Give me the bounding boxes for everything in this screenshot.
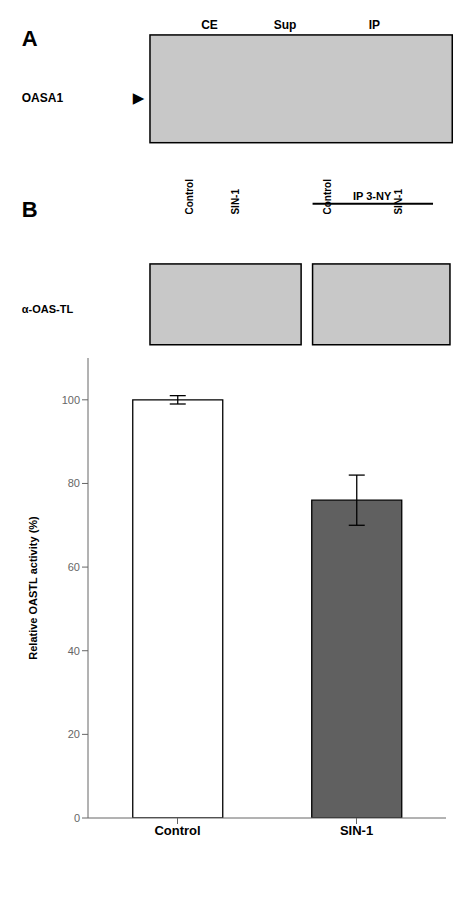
svg-text:Control: Control	[322, 179, 333, 215]
svg-text:B: B	[22, 197, 38, 222]
svg-text:Relative OASTL activity (%): Relative OASTL activity (%)	[27, 516, 39, 660]
svg-text:A: A	[22, 26, 38, 51]
svg-text:α-OAS-TL: α-OAS-TL	[22, 303, 74, 315]
svg-text:40: 40	[68, 645, 80, 657]
svg-text:OASA1: OASA1	[22, 91, 64, 105]
svg-text:80: 80	[68, 477, 80, 489]
svg-text:SIN-1: SIN-1	[230, 189, 241, 215]
svg-text:Sup: Sup	[274, 18, 297, 32]
svg-text:IP: IP	[369, 18, 380, 32]
svg-text:▶: ▶	[133, 89, 145, 106]
svg-text:Control: Control	[184, 179, 195, 215]
svg-text:CE: CE	[201, 18, 218, 32]
svg-text:60: 60	[68, 561, 80, 573]
svg-text:SIN-1: SIN-1	[340, 823, 373, 838]
svg-text:Control: Control	[154, 823, 200, 838]
svg-text:IP 3-NY: IP 3-NY	[353, 190, 392, 202]
svg-text:SIN-1: SIN-1	[393, 189, 404, 215]
svg-text:100: 100	[62, 394, 80, 406]
svg-text:20: 20	[68, 728, 80, 740]
svg-text:0: 0	[74, 812, 80, 824]
